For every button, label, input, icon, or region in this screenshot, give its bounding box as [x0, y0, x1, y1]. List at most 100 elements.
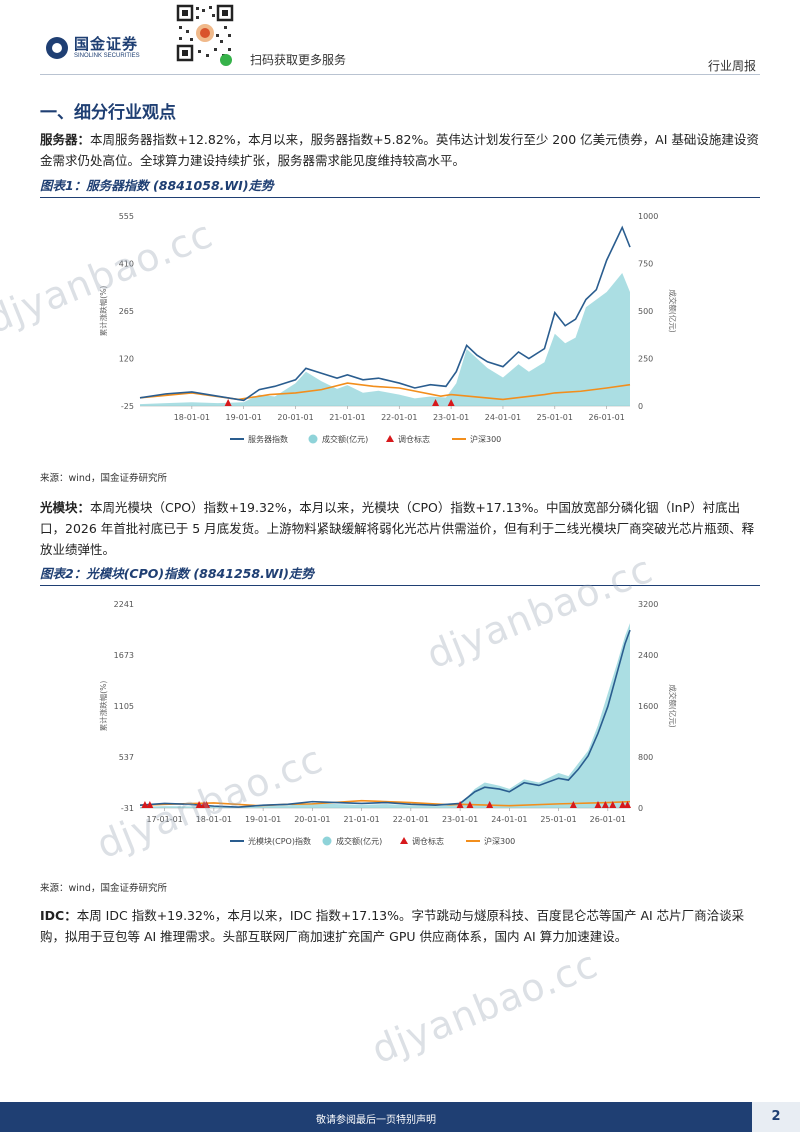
y-tick-label: 1673 [114, 651, 134, 660]
sinolink-logo-icon [46, 37, 68, 59]
figure1-title: 图表1：服务器指数 (8841058.WI)走势 [40, 175, 760, 198]
y2-tick-label: 1000 [638, 212, 658, 221]
y2-tick-label: 0 [638, 402, 643, 411]
cpo-index-chart: 2241 1673 1105 537 -31 3200 2400 1600 800 0 累计涨跌幅(… [98, 600, 678, 846]
y2-tick-label: 3200 [638, 600, 658, 609]
rebalance-marker [624, 801, 632, 808]
x-tick-label: 19-01-01 [245, 815, 281, 824]
y-tick-label: 2241 [114, 600, 134, 609]
idc-paragraph: IDC：本周 IDC 指数+19.32%，本月以来，IDC 指数+17.13%。… [40, 905, 760, 947]
logo-en-text: SINOLINK SECURITIES [74, 53, 140, 59]
y-tick-label: 265 [119, 307, 134, 316]
x-tick-label: 24-01-01 [491, 815, 527, 824]
legend-index-label: 光模块(CPO)指数 [248, 836, 311, 846]
server-lead: 服务器： [40, 132, 91, 147]
rebalance-marker [456, 801, 464, 808]
rebalance-marker [202, 801, 210, 808]
y-tick-label: 120 [119, 355, 134, 364]
x-tick-label: 24-01-01 [485, 413, 521, 422]
x-tick-label: 20-01-01 [277, 413, 313, 422]
y2-tick-label: 750 [638, 260, 653, 269]
cpo-body: 本周光模块（CPO）指数+19.32%，本月以来，光模块（CPO）指数+17.1… [40, 500, 755, 557]
legend-hs300-label: 沪深300 [484, 836, 515, 846]
page-number: 2 [752, 1102, 800, 1132]
rebalance-marker [146, 801, 154, 808]
y-axis-label: 累计涨跌幅(%) [98, 286, 108, 337]
x-tick-label: 18-01-01 [174, 413, 210, 422]
rebalance-marker [466, 801, 474, 808]
legend-volume-swatch [322, 836, 332, 846]
figure2-source: 来源：wind，国金证券研究所 [40, 883, 167, 894]
legend-volume-swatch [308, 434, 318, 444]
y-tick-label: 555 [119, 212, 134, 221]
rebalance-marker [486, 801, 494, 808]
legend-volume-label: 成交额(亿元) [336, 836, 382, 846]
qr-code-icon[interactable] [176, 4, 234, 68]
hs300-line-series [139, 382, 631, 401]
index-line-series [139, 225, 631, 402]
rebalance-marker [224, 399, 232, 406]
sinolink-logo: 国金证券 SINOLINK SECURITIES [46, 36, 140, 60]
index-line-series [139, 629, 631, 808]
legend-marker-swatch [400, 837, 408, 844]
x-tick-label: 17-01-01 [146, 815, 182, 824]
x-tick-label: 22-01-01 [381, 413, 417, 422]
server-index-chart: 555 410 265 120 -25 1000 750 500 250 0 累计涨跌幅(%) 成交额… [98, 212, 678, 444]
x-tick-label: 25-01-01 [537, 413, 573, 422]
x-tick-label: 23-01-01 [442, 815, 478, 824]
y2-axis-label: 成交额(亿元) [668, 684, 678, 727]
cpo-lead: 光模块： [40, 500, 91, 515]
header-divider [40, 74, 760, 75]
legend-marker-swatch [386, 435, 394, 442]
y2-tick-label: 0 [638, 804, 643, 813]
rebalance-marker [609, 801, 617, 808]
qr-caption: 扫码获取更多服务 [250, 53, 347, 67]
figure1-source: 来源：wind，国金证券研究所 [40, 473, 167, 484]
volume-area-series [140, 623, 630, 808]
legend-hs300-label: 沪深300 [470, 434, 501, 444]
y2-tick-label: 2400 [638, 651, 658, 660]
server-paragraph: 服务器：本周服务器指数+12.82%，本月以来，服务器指数+5.82%。英伟达计… [40, 129, 760, 171]
legend-marker-label: 调仓标志 [412, 836, 444, 846]
y-tick-label: 410 [119, 260, 134, 269]
x-tick-label: 25-01-01 [540, 815, 576, 824]
rebalance-marker [432, 399, 440, 406]
rebalance-marker [447, 399, 455, 406]
y2-tick-label: 800 [638, 753, 653, 762]
y2-axis-label: 成交额(亿元) [668, 289, 678, 332]
legend-marker-label: 调仓标志 [398, 434, 430, 444]
rebalance-marker [619, 801, 627, 808]
x-tick-label: 19-01-01 [226, 413, 262, 422]
section-title: 一、细分行业观点 [40, 103, 176, 123]
logo-cn-text: 国金证券 [74, 35, 139, 53]
x-tick-label: 21-01-01 [343, 815, 379, 824]
x-tick-label: 21-01-01 [329, 413, 365, 422]
y-tick-label: 537 [119, 753, 134, 762]
page-footer: 敬请参阅最后一页特别声明 2 [0, 1102, 800, 1132]
legend-volume-label: 成交额(亿元) [322, 434, 368, 444]
y-tick-label: -31 [121, 804, 134, 813]
idc-body: 本周 IDC 指数+19.32%，本月以来，IDC 指数+17.13%。字节跳动… [40, 908, 745, 944]
rebalance-marker [569, 801, 577, 808]
x-tick-label: 26-01-01 [589, 413, 625, 422]
cpo-paragraph: 光模块：本周光模块（CPO）指数+19.32%，本月以来，光模块（CPO）指数+… [40, 497, 760, 560]
x-tick-label: 22-01-01 [393, 815, 429, 824]
footer-disclaimer: 敬请参阅最后一页特别声明 [316, 1115, 436, 1126]
page-header: 国金证券 SINOLINK SECURITIES 扫码获取更多服务 行业周报 [0, 0, 800, 80]
y2-tick-label: 1600 [638, 702, 658, 711]
idc-lead: IDC： [40, 908, 77, 923]
x-tick-label: 26-01-01 [590, 815, 626, 824]
watermark-4: djyanbao.cc [365, 941, 604, 1073]
rebalance-marker [594, 801, 602, 808]
legend-index-label: 服务器指数 [248, 434, 288, 444]
rebalance-marker [141, 801, 149, 808]
x-tick-label: 23-01-01 [433, 413, 469, 422]
server-body: 本周服务器指数+12.82%，本月以来，服务器指数+5.82%。英伟达计划发行至… [40, 132, 759, 168]
y-tick-label: -25 [121, 402, 134, 411]
y-axis-label: 累计涨跌幅(%) [98, 681, 108, 732]
figure2-title: 图表2：光模块(CPO)指数 (8841258.WI)走势 [40, 563, 760, 586]
x-tick-label: 18-01-01 [196, 815, 232, 824]
y2-tick-label: 250 [638, 355, 653, 364]
y-tick-label: 1105 [114, 702, 134, 711]
rebalance-marker [195, 801, 203, 808]
